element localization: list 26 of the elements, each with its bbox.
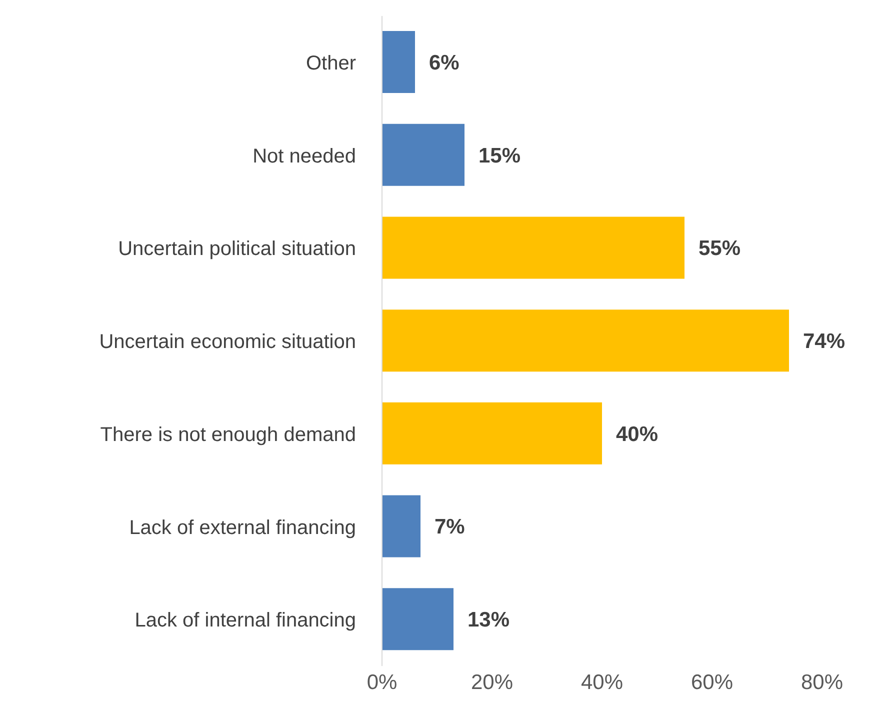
- bar: [382, 310, 789, 372]
- x-tick-label: 0%: [366, 670, 398, 694]
- data-label: 74%: [803, 330, 846, 354]
- x-tick-label: 40%: [580, 670, 624, 694]
- bar: [382, 31, 415, 93]
- bar: [382, 124, 464, 186]
- y-tick-label: There is not enough demand: [100, 424, 356, 446]
- data-label: 55%: [698, 237, 741, 260]
- y-tick-label: Lack of internal financing: [134, 610, 356, 632]
- y-tick-label: Not needed: [252, 145, 356, 168]
- data-label: 6%: [429, 51, 460, 74]
- data-label: 40%: [616, 422, 658, 446]
- y-tick-label: Other: [306, 52, 356, 75]
- data-label: 13%: [468, 608, 510, 632]
- bar: [382, 216, 684, 279]
- bar: [382, 402, 602, 464]
- y-tick-label: Lack of external financing: [129, 516, 356, 539]
- y-tick-label: Uncertain economic situation: [99, 331, 356, 354]
- x-tick-label: 60%: [690, 670, 734, 694]
- y-tick-label: Uncertain political situation: [118, 238, 356, 260]
- bar: [382, 588, 454, 650]
- data-label: 7%: [434, 516, 466, 539]
- bar: [382, 495, 420, 558]
- data-label: 15%: [478, 144, 521, 168]
- x-tick-label: 80%: [800, 670, 844, 694]
- x-tick-label: 20%: [470, 670, 514, 694]
